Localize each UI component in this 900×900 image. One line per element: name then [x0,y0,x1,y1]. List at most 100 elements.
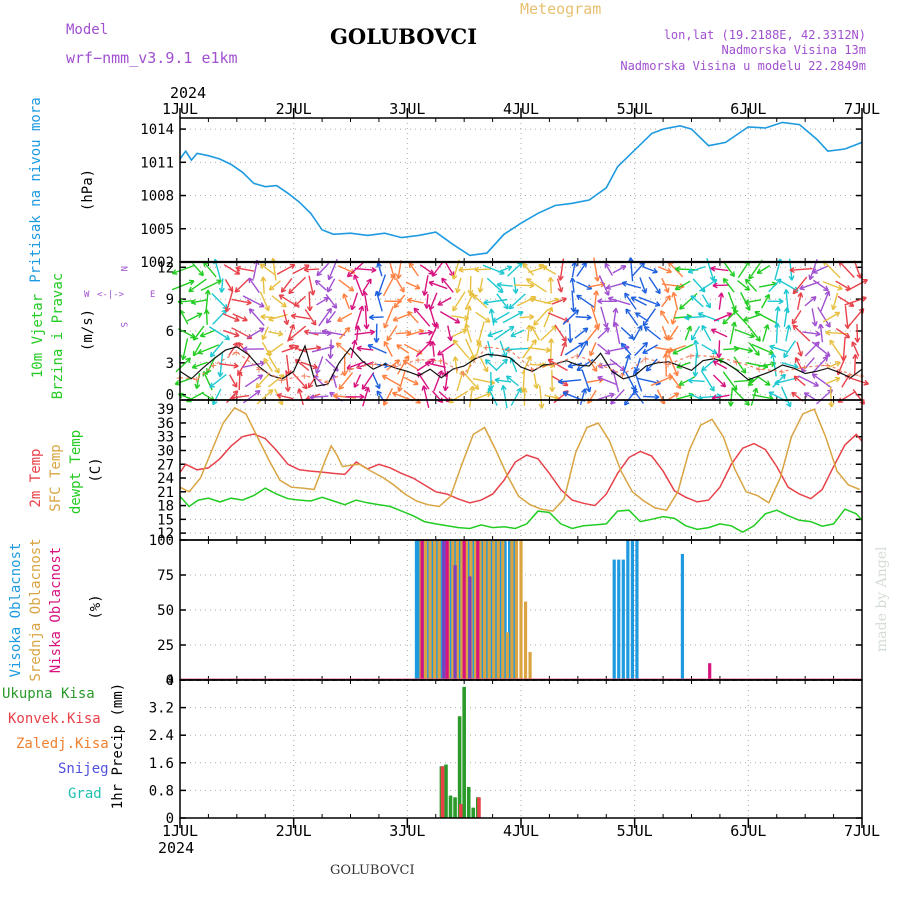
wind-arrow-head [437,350,443,356]
wind-arrow [804,296,817,307]
wind-arrow-head [678,380,685,386]
wind-arrow-head [381,374,388,381]
wind-arrow [657,266,672,273]
wind-arrow-head [234,316,240,322]
wind-arrow [508,293,526,310]
wind-arrow-head [525,278,532,284]
wind-arrow [676,361,691,369]
wind-arrow-head [769,344,775,351]
wind-arrow-head [310,319,317,326]
wind-title: 10m Vjetar [30,294,46,378]
wind-arrow [326,278,336,293]
wind-arrow [219,353,224,377]
wind-arrow-head [522,262,528,269]
wind-arrow [402,359,419,371]
wind-gust-line [179,346,863,383]
wind-arrow [496,283,513,287]
wind-arrow-head [591,366,598,372]
wind-arrow [688,265,706,273]
y-tick-label: 36 [157,416,174,432]
wind-arrow [256,389,274,405]
wind-arrow-head [727,401,734,407]
wind-arrow [259,263,276,276]
wind-arrow [785,324,790,342]
wind-arrow [588,283,606,288]
wind-arrow-head [454,318,461,324]
wind-arrow [614,322,621,345]
wind-arrow [477,321,485,345]
wind-arrow-head [526,355,532,362]
wind-arrow-head [277,330,284,337]
wind-arrow-head [242,316,248,322]
wind-arrow-head [276,392,282,399]
wind-arrow [802,331,821,335]
wind-arrow [452,291,466,312]
wind-arrow [333,394,357,399]
wind-arrow [612,265,627,274]
wind-arrow-head [321,328,328,335]
wind-arrow-head [290,313,297,320]
wind-arrow [406,329,424,337]
wind-arrow-head [393,302,400,309]
low_cloud-bar [420,540,424,680]
wind-arrow-head [287,335,294,341]
wind-arrow-head [224,306,231,313]
total_precip-bar [444,764,448,818]
wind-arrow [571,290,575,313]
wind-arrow [288,276,307,294]
wind-arrow [737,280,750,291]
wind-arrow-head [469,385,475,392]
wind-arrow [811,341,831,357]
wind-arrow-head [792,288,799,295]
wind-arrow-head [548,338,555,344]
wind-arrow-head [224,334,231,341]
conv_precip-bar [458,804,463,818]
y-tick-label: 9 [166,292,174,308]
wind-arrow-head [437,370,444,376]
wind-arrow [393,294,406,309]
low-cloud-title: Niska Oblacnost [48,547,64,673]
wind-arrow [338,372,354,390]
wind-arrow [458,268,477,271]
wind-arrow-head [624,292,630,299]
wind-arrow-head [576,294,582,301]
wind-arrow-head [834,376,841,383]
wind-arrow-head [353,274,359,280]
low_cloud-bar [708,663,712,680]
wind-arrow-head [361,290,368,297]
wind-arrow [829,386,833,408]
wind-arrow-head [506,265,513,271]
wind-arrow-head [711,348,718,355]
wind-arrow-head [829,339,835,346]
mid_cloud-bar [505,632,509,680]
wind-arrow-head [582,327,589,333]
wind-arrow-head [366,278,372,285]
wind-arrow [660,310,670,325]
high_cloud-bar [489,540,494,680]
y-tick-label: 1.6 [149,756,174,772]
wind-arrow-head [504,346,510,353]
wind-arrow [224,278,234,292]
wind-arrow-head [743,316,749,322]
wind-arrow-head [604,262,610,269]
wind-arrow [622,354,630,376]
wind-arrow-head [257,374,264,380]
wind-arrow [276,394,294,400]
wind-arrow-head [259,302,265,308]
elevation: Nadmorska Visina 13m [722,43,867,57]
wind-arrow-head [549,386,556,393]
wind-arrow [212,388,222,405]
wind-arrow-head [331,303,338,309]
wind-arrow [804,341,820,357]
x-tick-label-bottom: 2JUL [276,822,312,840]
wind-arrow [598,275,610,296]
wind-arrow-head [709,275,716,282]
wind-arrow [422,385,430,409]
wind-arrow [671,309,678,325]
wind-arrow-head [623,399,630,406]
wind-arrow [496,293,509,310]
wind-gust-marker: + [801,361,808,374]
wind-arrow-head [632,389,639,396]
wind-arrow [713,360,728,370]
wind-arrow [530,325,540,341]
